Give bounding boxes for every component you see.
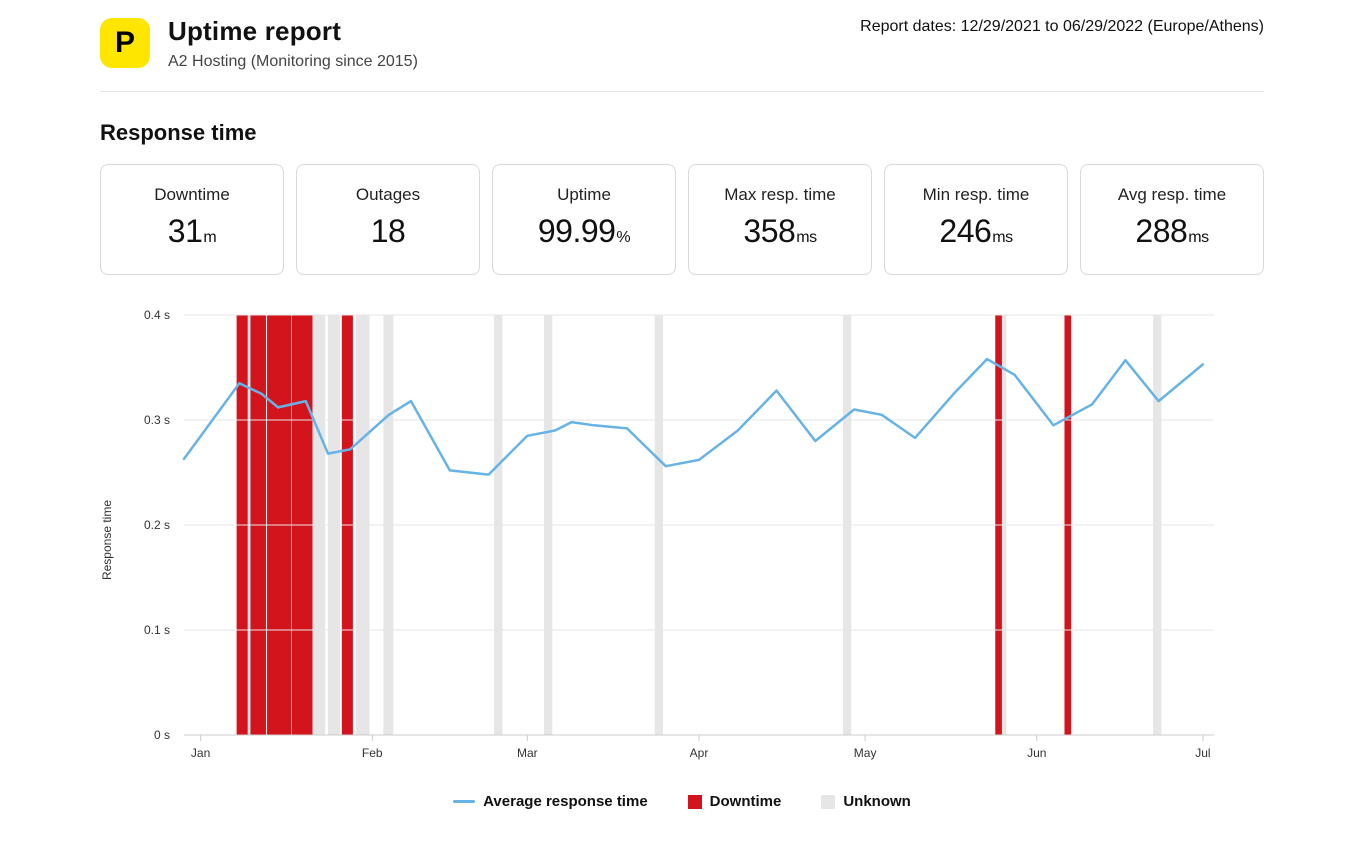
svg-text:0 s: 0 s — [154, 728, 170, 742]
stat-label: Max resp. time — [699, 185, 861, 205]
stat-card: Uptime 99.99% — [492, 164, 676, 275]
stat-card: Downtime 31m — [100, 164, 284, 275]
page-subtitle: A2 Hosting (Monitoring since 2015) — [168, 53, 842, 71]
stat-value: 288ms — [1091, 213, 1253, 250]
stat-value: 358ms — [699, 213, 861, 250]
legend-downtime: Downtime — [688, 793, 782, 810]
stat-value: 18 — [307, 213, 469, 250]
brand-logo: P — [100, 18, 150, 68]
section-title: Response time — [100, 120, 1264, 146]
svg-text:0.2 s: 0.2 s — [144, 518, 170, 532]
chart-svg: 0 s 0.1 s 0.2 s 0.3 s 0.4 s Jan Feb Mar Apr May Ju… — [114, 305, 1234, 775]
stat-cards: Downtime 31m Outages 18 Uptime 99.99% Max resp… — [100, 164, 1264, 275]
stat-label: Min resp. time — [895, 185, 1057, 205]
stat-value: 31m — [111, 213, 273, 250]
svg-text:0.1 s: 0.1 s — [144, 623, 170, 637]
chart-legend: Average response time Downtime Unknown — [100, 793, 1264, 810]
svg-text:0.3 s: 0.3 s — [144, 413, 170, 427]
stat-label: Uptime — [503, 185, 665, 205]
report-header: P Uptime report A2 Hosting (Monitoring s… — [100, 16, 1264, 92]
stat-label: Avg resp. time — [1091, 185, 1253, 205]
legend-unknown: Unknown — [821, 793, 911, 810]
svg-text:Feb: Feb — [362, 746, 383, 760]
stat-value: 246ms — [895, 213, 1057, 250]
y-axis-title: Response time — [100, 500, 114, 580]
svg-text:Jul: Jul — [1195, 746, 1210, 760]
response-time-chart: Response time 0 s 0.1 s 0.2 s 0.3 s 0.4 s Jan… — [100, 305, 1264, 810]
svg-text:Mar: Mar — [517, 746, 538, 760]
stat-card: Max resp. time 358ms — [688, 164, 872, 275]
legend-avg: Average response time — [453, 793, 648, 810]
stat-label: Downtime — [111, 185, 273, 205]
stat-card: Avg resp. time 288ms — [1080, 164, 1264, 275]
svg-text:0.4 s: 0.4 s — [144, 308, 170, 322]
svg-text:Apr: Apr — [690, 746, 709, 760]
svg-text:Jan: Jan — [191, 746, 210, 760]
stat-label: Outages — [307, 185, 469, 205]
stat-value: 99.99% — [503, 213, 665, 250]
stat-card: Min resp. time 246ms — [884, 164, 1068, 275]
report-date-range: Report dates: 12/29/2021 to 06/29/2022 (… — [860, 18, 1264, 36]
page-title: Uptime report — [168, 16, 842, 47]
stat-card: Outages 18 — [296, 164, 480, 275]
svg-text:May: May — [854, 746, 877, 760]
svg-text:Jun: Jun — [1027, 746, 1046, 760]
